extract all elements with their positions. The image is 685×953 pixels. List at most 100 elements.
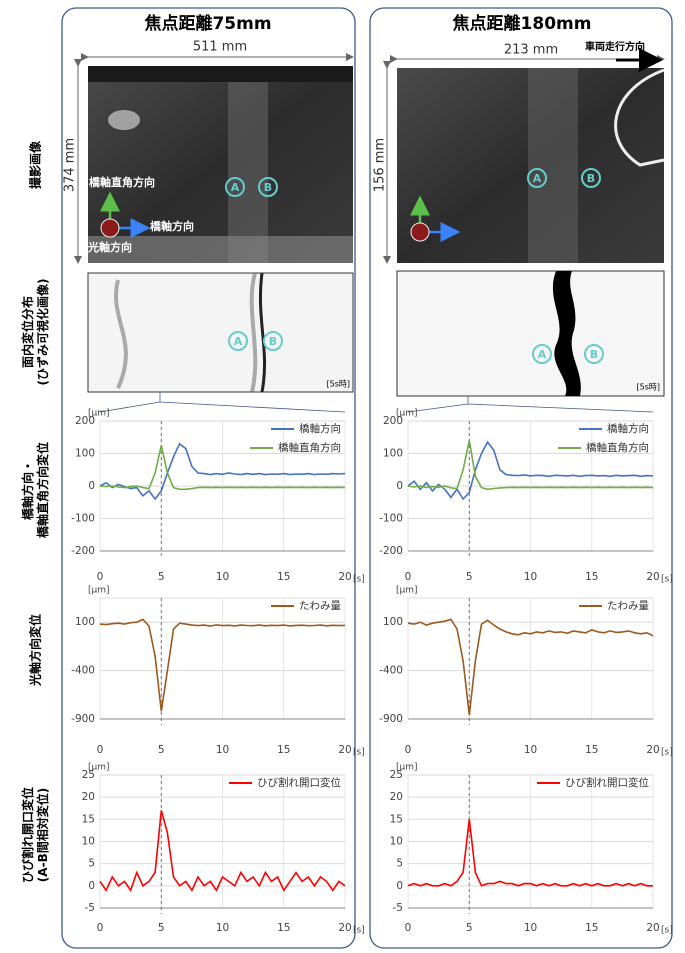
photo-detail (528, 68, 578, 263)
height-label: 156 mm (373, 138, 388, 192)
x-tick-label: 20 (646, 571, 659, 583)
contour-image (87, 272, 354, 393)
photo-detail (108, 110, 140, 130)
x-tick-label: 10 (216, 571, 229, 583)
photo-detail (88, 66, 353, 82)
x-tick-label: 5 (158, 744, 165, 756)
y-tick-label: 15 (390, 813, 403, 825)
x-tick-label: 10 (524, 922, 537, 934)
point-marker (581, 168, 601, 188)
time-label: [5s時] (637, 383, 661, 392)
x-tick-label: 15 (585, 744, 598, 756)
x-tick-label: 0 (405, 744, 412, 756)
point-label: B (264, 181, 272, 194)
x-tick-label: 10 (216, 922, 229, 934)
axis-origin (410, 222, 430, 242)
point-label: A (231, 181, 240, 194)
x-tick-label: 20 (646, 744, 659, 756)
y-tick-label: 100 (383, 616, 403, 628)
contour-detail (114, 272, 258, 393)
x-unit: [s] (661, 926, 673, 936)
direction-label: 光軸方向 (87, 240, 132, 254)
x-tick-label: 0 (97, 571, 104, 583)
x-tick-label: 10 (524, 744, 537, 756)
point-label: B (587, 172, 595, 185)
time-label: [5s時] (327, 380, 351, 389)
row-label: 橋軸方向・ (20, 460, 35, 520)
connector (407, 396, 654, 413)
x-tick-label: 0 (97, 744, 104, 756)
point-label: A (234, 335, 243, 348)
x-tick-label: 5 (466, 922, 473, 934)
y-tick-label: 15 (82, 813, 95, 825)
y-tick-label: -5 (85, 902, 95, 914)
y-tick-label: -100 (71, 513, 95, 525)
y-unit: [μm] (88, 409, 110, 419)
x-tick-label: 20 (338, 744, 351, 756)
y-tick-label: 5 (396, 858, 403, 870)
y-tick-label: 0 (88, 480, 95, 492)
direction-label: 車両走行方向 (585, 40, 645, 53)
point-marker (532, 344, 552, 364)
legend-label: たわみ量 (299, 600, 341, 612)
y-tick-label: 200 (75, 415, 95, 427)
y-tick-label: 25 (82, 769, 95, 781)
y-tick-label: 200 (383, 415, 403, 427)
x-tick-label: 5 (466, 744, 473, 756)
x-tick-label: 15 (585, 571, 598, 583)
y-tick-label: 0 (88, 880, 95, 892)
axis-origin (100, 218, 120, 238)
connector (99, 392, 346, 413)
height-label: 374 mm (63, 138, 78, 192)
y-unit: [μm] (396, 586, 418, 596)
y-tick-label: 0 (396, 880, 403, 892)
series-line (99, 442, 346, 501)
panel (61, 7, 356, 949)
y-tick-label: 20 (390, 791, 403, 803)
y-tick-label: 100 (75, 616, 95, 628)
point-label: A (538, 348, 547, 361)
photo (88, 66, 353, 263)
y-tick-label: 100 (75, 448, 95, 460)
legend-label: ひび割れ開口変位 (565, 776, 649, 789)
y-unit: [μm] (396, 763, 418, 773)
y-tick-label: 10 (390, 836, 403, 848)
photo-detail (614, 68, 665, 167)
x-tick-label: 10 (216, 744, 229, 756)
y-tick-label: 5 (88, 858, 95, 870)
point-marker (225, 177, 245, 197)
column-title: 焦点距離180mm (452, 13, 592, 34)
point-marker (263, 331, 283, 351)
series-line (407, 819, 653, 887)
row-label: 面内変位分布 (20, 296, 35, 368)
x-tick-label: 0 (405, 571, 412, 583)
y-tick-label: -200 (379, 545, 403, 557)
row-label: 橋軸直角方向変位 (35, 442, 50, 538)
legend-label: 橋軸方向 (607, 422, 649, 435)
panel (369, 7, 673, 949)
x-unit: [s] (353, 748, 365, 758)
direction-label: 橋軸直角方向 (89, 175, 155, 189)
row-label: 光軸方向変位 (28, 614, 43, 687)
x-tick-label: 0 (97, 922, 104, 934)
width-label: 511 mm (193, 40, 247, 55)
x-tick-label: 15 (277, 571, 290, 583)
x-tick-label: 10 (524, 571, 537, 583)
x-unit: [s] (353, 926, 365, 936)
y-tick-label: 10 (82, 836, 95, 848)
series-line (407, 440, 654, 491)
x-tick-label: 20 (338, 922, 351, 934)
photo-detail (88, 236, 353, 263)
row-label: (ひずみ可視化画像) (35, 279, 50, 386)
contour-image (396, 270, 665, 397)
series-line (407, 618, 654, 716)
x-tick-label: 5 (466, 571, 473, 583)
y-tick-label: 25 (390, 769, 403, 781)
y-tick-label: 0 (396, 480, 403, 492)
x-unit: [s] (661, 748, 673, 758)
point-label: A (533, 172, 542, 185)
x-unit: [s] (661, 575, 673, 585)
y-tick-label: 100 (383, 448, 403, 460)
point-label: B (590, 348, 598, 361)
point-marker (258, 177, 278, 197)
